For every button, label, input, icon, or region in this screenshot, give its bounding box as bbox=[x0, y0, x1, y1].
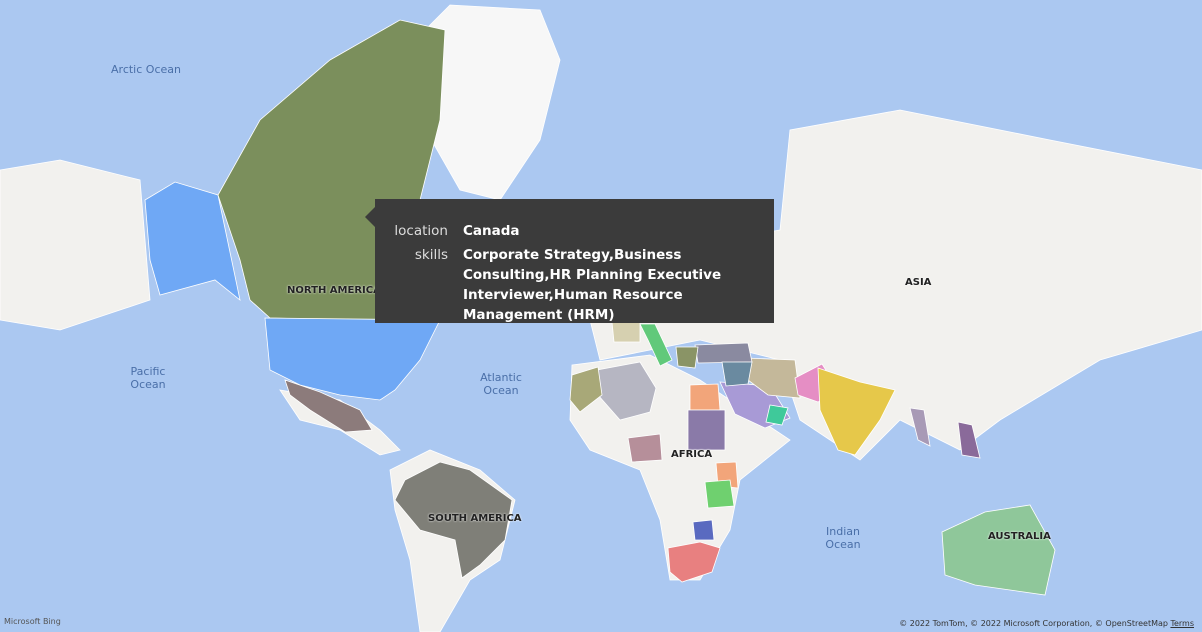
continent-label: NORTH AMERICA bbox=[287, 285, 381, 296]
country bbox=[627, 433, 663, 463]
tooltip-key: location bbox=[394, 223, 448, 239]
country bbox=[569, 366, 603, 413]
country bbox=[765, 404, 789, 426]
country bbox=[667, 541, 721, 583]
country bbox=[694, 342, 753, 364]
continent-label: SOUTH AMERICA bbox=[428, 513, 522, 524]
country bbox=[639, 323, 673, 367]
country bbox=[675, 346, 699, 369]
continent-label: ASIA bbox=[905, 277, 932, 288]
ocean-label: Arctic Ocean bbox=[111, 63, 181, 76]
tooltip: location Canada skills Corporate Strategy,… bbox=[365, 199, 774, 325]
continent-label: AUSTRALIA bbox=[988, 531, 1051, 542]
continent-label: AFRICA bbox=[671, 449, 713, 460]
country bbox=[611, 321, 641, 343]
terms-link[interactable]: Terms bbox=[1170, 619, 1194, 628]
ocean-label: Pacific Ocean bbox=[130, 365, 166, 391]
tooltip-row: skills Corporate Strategy,Business Consul… bbox=[375, 245, 758, 325]
tooltip-row: location Canada bbox=[375, 221, 758, 241]
country bbox=[144, 181, 241, 302]
ocean-label: Indian Ocean bbox=[825, 525, 861, 551]
country bbox=[909, 407, 931, 447]
country bbox=[264, 317, 441, 401]
country bbox=[817, 367, 896, 456]
landmass bbox=[0, 159, 151, 331]
country bbox=[687, 409, 726, 451]
country bbox=[704, 479, 735, 509]
country bbox=[689, 383, 721, 411]
country bbox=[284, 379, 373, 433]
tooltip-value: Canada bbox=[463, 223, 520, 239]
landmass bbox=[589, 109, 1202, 461]
country bbox=[692, 519, 715, 541]
attribution: © 2022 TomTom, © 2022 Microsoft Corporat… bbox=[899, 619, 1168, 628]
brand: Microsoft Bing bbox=[4, 617, 61, 626]
country bbox=[394, 461, 513, 579]
country bbox=[721, 361, 753, 387]
country bbox=[941, 504, 1056, 596]
tooltip-key: skills bbox=[414, 247, 448, 263]
ocean-label: Atlantic Ocean bbox=[480, 371, 522, 397]
tooltip-value: Corporate Strategy,Business Consulting,H… bbox=[463, 247, 722, 323]
country bbox=[957, 421, 981, 459]
